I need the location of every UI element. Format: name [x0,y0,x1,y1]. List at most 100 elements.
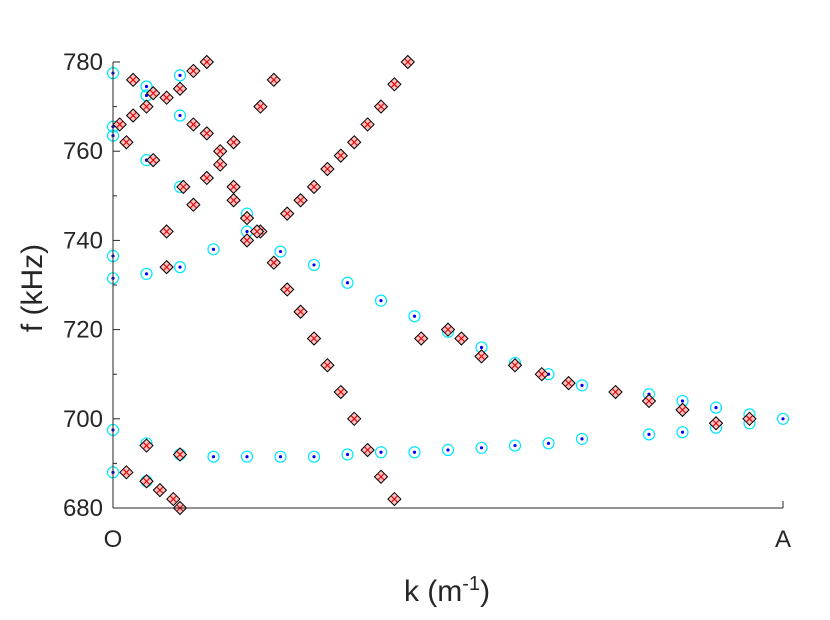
diamond-point [199,170,215,186]
diamond-point [212,157,228,172]
chart-ticks: 680 700 720 740 760 780 O A [63,49,791,553]
x-axis-label-suffix: ) [480,575,490,608]
diamond-point [139,99,154,114]
diamond-point [641,393,657,409]
diamond-point [306,179,322,195]
diamond-point [266,72,282,88]
diamond-point [279,206,295,221]
diamond-point [360,442,375,458]
y-tick-label: 680 [63,495,103,522]
diamond-point [159,259,174,275]
diamond-point [226,135,241,150]
diamond-point [119,135,134,150]
diamond-point [239,210,255,226]
y-tick-label: 700 [63,406,103,433]
circle-point [508,439,522,452]
diamond-point [159,90,174,105]
circle-point [676,426,689,439]
diamond-point [145,86,161,101]
circle-point [307,258,321,272]
circle-point [240,450,254,463]
diamond-point [145,152,161,168]
circle-point [475,441,488,454]
diamond-point [608,384,623,400]
diamond-point [561,375,576,391]
circle-point [408,446,421,459]
diamond-point [266,255,282,270]
diamond-point [320,161,335,177]
circle-point [207,243,220,256]
diamond-point [186,63,201,79]
circle-point [575,379,589,392]
diamond-point [293,193,308,208]
x-tick-label: A [775,526,791,553]
circle-point [709,401,723,414]
diamond-point [199,126,215,141]
diamond-point [413,331,429,346]
diamond-point [474,349,489,364]
circle-point [207,450,220,463]
diamond-point [172,447,188,462]
diamond-point [249,224,265,239]
circle-point [542,437,555,450]
circle-point [274,245,287,258]
diamond-point [199,54,215,70]
diamond-point [454,331,469,346]
diamond-point [360,117,375,132]
diamond-point [387,491,402,507]
circle-point [374,294,388,307]
diamond-point [400,54,416,70]
diamond-point [186,197,201,212]
x-tick-label: O [104,526,123,553]
y-axis-label: f (kHz) [16,244,49,332]
diamond-point [139,474,154,489]
circle-point [441,443,455,457]
diamond-point [320,358,335,373]
diamond-point [333,384,349,400]
diamond-point [226,179,241,195]
diamond-point [675,402,690,418]
circle-point [140,267,153,280]
diamond-point [507,358,523,373]
diamond-point [534,366,550,382]
circle-point [575,432,589,445]
diamond-point [306,331,322,346]
diamond-point [253,99,268,114]
diamond-point [279,282,295,297]
x-axis-label-main: k (m [404,575,462,608]
diamond-point [125,72,141,88]
y-tick-label: 740 [63,227,103,254]
chart-marks [106,54,790,516]
diamond-point [159,224,174,239]
circle-point [140,80,153,93]
diamond-point [226,193,241,208]
diamond-point [152,482,168,498]
diamond-point [708,416,724,431]
diamond-point [373,469,389,484]
circle-point [642,428,656,441]
circle-point [307,450,321,463]
diamond-point [346,135,362,150]
diamond-point [139,438,154,453]
circle-point [173,109,187,122]
diamond-point [333,148,349,163]
diamond-point [176,179,191,195]
circle-point [776,412,790,425]
diamond-point [293,304,308,319]
x-axis-label-superscript: -1 [462,573,480,595]
diamond-point [119,465,134,480]
x-axis-label: k (m-1) [404,573,490,608]
circle-point [173,69,187,82]
circle-point [341,448,354,461]
y-tick-label: 780 [63,49,103,76]
diamond-point [387,77,402,92]
diamond-point [212,143,228,159]
diamond-point [112,117,127,132]
chart-axes [112,62,783,509]
circle-point [374,446,388,459]
diamond-point [440,322,456,337]
y-tick-label: 720 [63,317,103,344]
diamond-point [742,411,757,427]
circle-point [173,261,187,274]
